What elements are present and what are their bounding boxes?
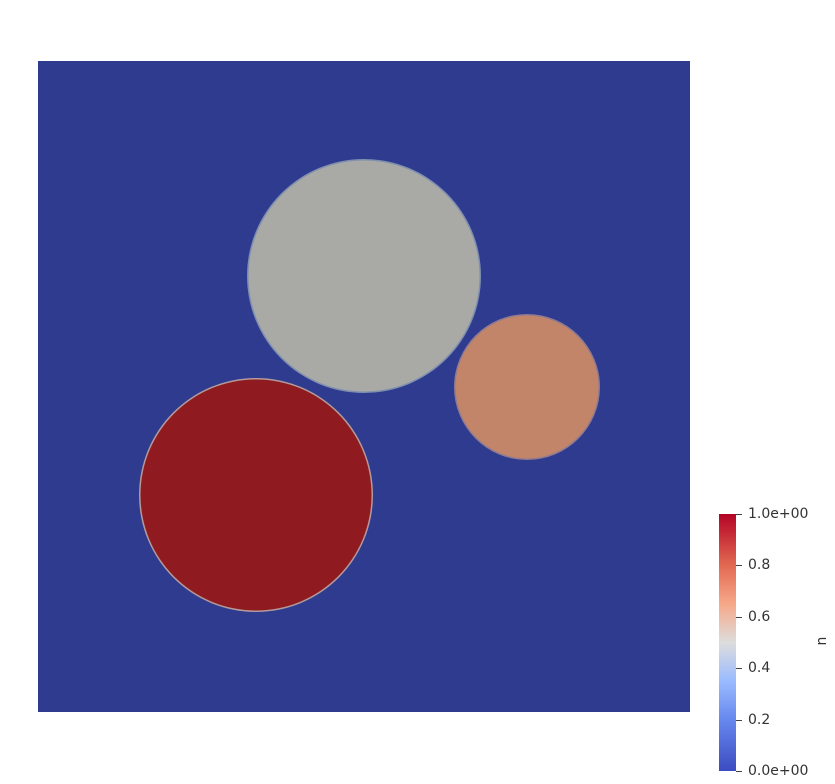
gray-circle: [248, 160, 480, 392]
colorbar-tick: [736, 617, 742, 618]
colorbar-tick-label: 0.4: [748, 660, 771, 676]
colorbar-tick: [736, 720, 742, 721]
colorbar-tick: [736, 771, 742, 772]
colorbar-tick: [736, 668, 742, 669]
colorbar-title: u: [814, 636, 830, 646]
colorbar-tick: [736, 514, 742, 515]
red-circle: [140, 379, 372, 611]
colorbar-tick-label: 0.2: [748, 712, 771, 728]
salmon-circle: [455, 315, 599, 459]
colorbar: [719, 514, 736, 771]
colorbar-tick-label-min: 0.0e+00: [748, 763, 809, 779]
colorbar-tick-label: 0.8: [748, 557, 771, 573]
colorbar-tick-label-max: 1.0e+00: [748, 506, 809, 522]
colorbar-tick-label: 0.6: [748, 609, 771, 625]
colorbar-tick: [736, 565, 742, 566]
